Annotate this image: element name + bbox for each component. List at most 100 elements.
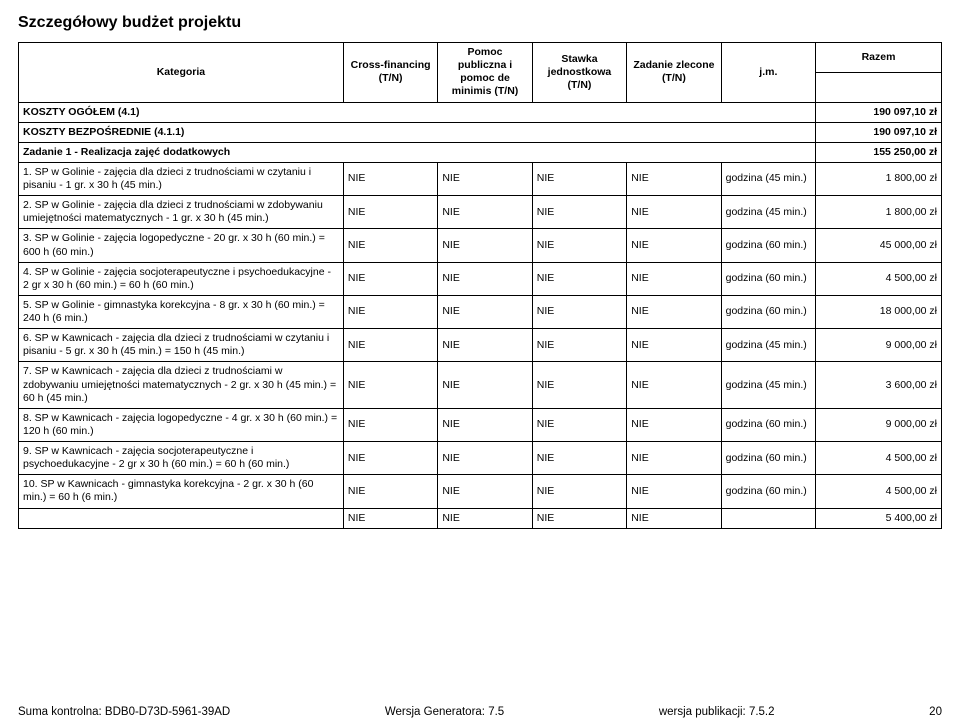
header-razem-sub [816, 72, 942, 102]
row-cross: NIE [343, 508, 437, 528]
page-footer: Suma kontrolna: BDB0-D73D-5961-39AD Wers… [18, 706, 942, 718]
table-row: 8. SP w Kawnicach - zajęcia logopedyczne… [19, 408, 942, 441]
row-jm: godzina (45 min.) [721, 329, 815, 362]
row-cross: NIE [343, 329, 437, 362]
row-value: 5 400,00 zł [816, 508, 942, 528]
row-zadanie: NIE [627, 162, 721, 195]
row-jm: godzina (60 min.) [721, 262, 815, 295]
row-stawka: NIE [532, 262, 626, 295]
row-jm: godzina (45 min.) [721, 196, 815, 229]
row-pomoc: NIE [438, 229, 532, 262]
table-row: 6. SP w Kawnicach - zajęcia dla dzieci z… [19, 329, 942, 362]
summary-label: KOSZTY OGÓŁEM (4.1) [19, 102, 816, 122]
table-row: 9. SP w Kawnicach - zajęcia socjoterapeu… [19, 442, 942, 475]
table-row: 7. SP w Kawnicach - zajęcia dla dzieci z… [19, 362, 942, 408]
table-row: 5. SP w Golinie - gimnastyka korekcyjna … [19, 295, 942, 328]
row-value: 45 000,00 zł [816, 229, 942, 262]
table-row: 3. SP w Golinie - zajęcia logopedyczne -… [19, 229, 942, 262]
header-zadanie: Zadanie zlecone (T/N) [627, 43, 721, 103]
summary-row: Zadanie 1 - Realizacja zajęć dodatkowych… [19, 142, 942, 162]
row-name: 6. SP w Kawnicach - zajęcia dla dzieci z… [19, 329, 344, 362]
row-stawka: NIE [532, 362, 626, 408]
header-cross: Cross-financing (T/N) [343, 43, 437, 103]
row-jm: godzina (60 min.) [721, 229, 815, 262]
summary-row: KOSZTY OGÓŁEM (4.1)190 097,10 zł [19, 102, 942, 122]
summary-row: KOSZTY BEZPOŚREDNIE (4.1.1)190 097,10 zł [19, 122, 942, 142]
row-stawka: NIE [532, 196, 626, 229]
row-name: 10. SP w Kawnicach - gimnastyka korekcyj… [19, 475, 344, 508]
header-kategoria: Kategoria [19, 43, 344, 103]
summary-value: 190 097,10 zł [816, 122, 942, 142]
page-title: Szczegółowy budżet projektu [18, 14, 942, 32]
row-value: 4 500,00 zł [816, 262, 942, 295]
row-value: 4 500,00 zł [816, 442, 942, 475]
row-pomoc: NIE [438, 442, 532, 475]
row-stawka: NIE [532, 408, 626, 441]
table-row: 1. SP w Golinie - zajęcia dla dzieci z t… [19, 162, 942, 195]
row-name: 1. SP w Golinie - zajęcia dla dzieci z t… [19, 162, 344, 195]
row-pomoc: NIE [438, 162, 532, 195]
row-zadanie: NIE [627, 229, 721, 262]
row-pomoc: NIE [438, 262, 532, 295]
row-zadanie: NIE [627, 196, 721, 229]
header-stawka: Stawka jednostkowa (T/N) [532, 43, 626, 103]
row-jm: godzina (45 min.) [721, 362, 815, 408]
row-pomoc: NIE [438, 329, 532, 362]
row-cross: NIE [343, 442, 437, 475]
row-value: 9 000,00 zł [816, 329, 942, 362]
row-name: 9. SP w Kawnicach - zajęcia socjoterapeu… [19, 442, 344, 475]
row-pomoc: NIE [438, 196, 532, 229]
row-stawka: NIE [532, 475, 626, 508]
row-cross: NIE [343, 229, 437, 262]
row-zadanie: NIE [627, 329, 721, 362]
footer-gen: Wersja Generatora: 7.5 [385, 706, 504, 718]
row-jm [721, 508, 815, 528]
table-row: NIENIENIENIE5 400,00 zł [19, 508, 942, 528]
row-name: 8. SP w Kawnicach - zajęcia logopedyczne… [19, 408, 344, 441]
table-row: 2. SP w Golinie - zajęcia dla dzieci z t… [19, 196, 942, 229]
row-pomoc: NIE [438, 408, 532, 441]
row-cross: NIE [343, 196, 437, 229]
row-cross: NIE [343, 362, 437, 408]
row-stawka: NIE [532, 508, 626, 528]
row-value: 3 600,00 zł [816, 362, 942, 408]
row-value: 1 800,00 zł [816, 162, 942, 195]
row-zadanie: NIE [627, 362, 721, 408]
row-jm: godzina (60 min.) [721, 475, 815, 508]
footer-suma: Suma kontrolna: BDB0-D73D-5961-39AD [18, 706, 230, 718]
summary-label: Zadanie 1 - Realizacja zajęć dodatkowych [19, 142, 816, 162]
row-pomoc: NIE [438, 475, 532, 508]
row-jm: godzina (60 min.) [721, 295, 815, 328]
table-row: 10. SP w Kawnicach - gimnastyka korekcyj… [19, 475, 942, 508]
row-zadanie: NIE [627, 442, 721, 475]
row-stawka: NIE [532, 295, 626, 328]
row-pomoc: NIE [438, 362, 532, 408]
row-stawka: NIE [532, 162, 626, 195]
row-pomoc: NIE [438, 508, 532, 528]
row-name: 3. SP w Golinie - zajęcia logopedyczne -… [19, 229, 344, 262]
row-stawka: NIE [532, 442, 626, 475]
row-cross: NIE [343, 295, 437, 328]
row-cross: NIE [343, 408, 437, 441]
row-name: 2. SP w Golinie - zajęcia dla dzieci z t… [19, 196, 344, 229]
row-stawka: NIE [532, 329, 626, 362]
row-cross: NIE [343, 162, 437, 195]
row-value: 9 000,00 zł [816, 408, 942, 441]
row-stawka: NIE [532, 229, 626, 262]
row-zadanie: NIE [627, 508, 721, 528]
row-name: 7. SP w Kawnicach - zajęcia dla dzieci z… [19, 362, 344, 408]
footer-pub: wersja publikacji: 7.5.2 [659, 706, 775, 718]
row-value: 18 000,00 zł [816, 295, 942, 328]
header-jm: j.m. [721, 43, 815, 103]
summary-label: KOSZTY BEZPOŚREDNIE (4.1.1) [19, 122, 816, 142]
row-zadanie: NIE [627, 295, 721, 328]
row-value: 4 500,00 zł [816, 475, 942, 508]
table-row: 4. SP w Golinie - zajęcia socjoterapeuty… [19, 262, 942, 295]
row-jm: godzina (45 min.) [721, 162, 815, 195]
summary-value: 190 097,10 zł [816, 102, 942, 122]
row-cross: NIE [343, 262, 437, 295]
row-jm: godzina (60 min.) [721, 408, 815, 441]
row-name: 5. SP w Golinie - gimnastyka korekcyjna … [19, 295, 344, 328]
row-zadanie: NIE [627, 262, 721, 295]
row-name: 4. SP w Golinie - zajęcia socjoterapeuty… [19, 262, 344, 295]
